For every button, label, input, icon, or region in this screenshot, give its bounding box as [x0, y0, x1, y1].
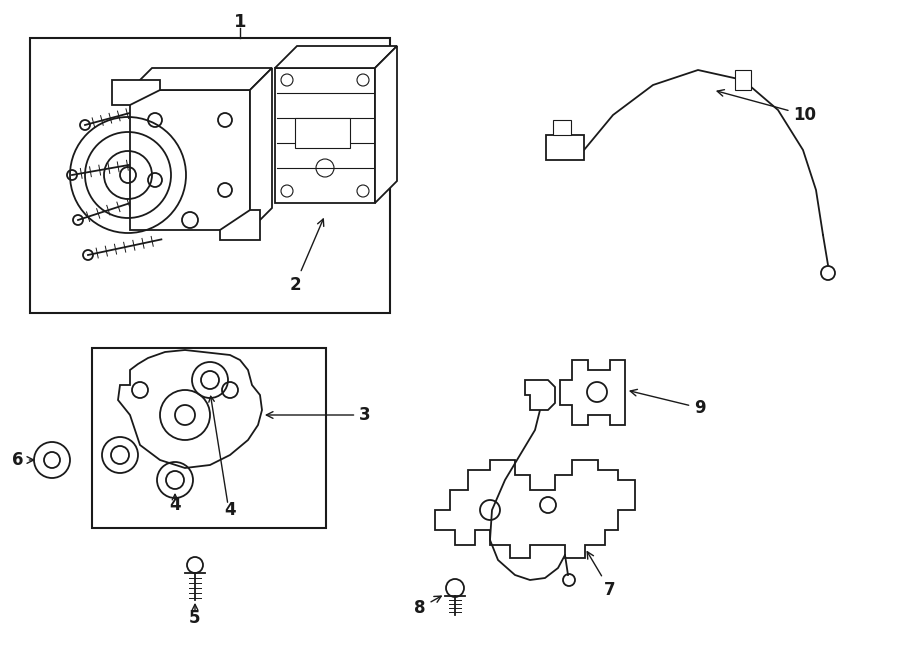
- Bar: [130, 90, 250, 230]
- Polygon shape: [560, 360, 625, 425]
- Polygon shape: [112, 80, 160, 105]
- Text: 9: 9: [630, 389, 706, 417]
- Bar: [295, 118, 350, 148]
- Text: 3: 3: [266, 406, 371, 424]
- Polygon shape: [220, 210, 260, 240]
- Text: 4: 4: [169, 496, 181, 514]
- Text: 6: 6: [13, 451, 33, 469]
- Text: 7: 7: [587, 552, 616, 599]
- Polygon shape: [435, 460, 635, 558]
- Bar: [30, 38, 390, 313]
- Polygon shape: [275, 46, 397, 68]
- Bar: [546, 135, 584, 160]
- Polygon shape: [130, 68, 272, 90]
- Bar: [92, 348, 326, 528]
- Text: 5: 5: [189, 609, 201, 627]
- Text: 2: 2: [289, 219, 324, 294]
- Text: 8: 8: [414, 596, 441, 617]
- Polygon shape: [118, 350, 262, 468]
- Polygon shape: [250, 68, 272, 230]
- Text: 1: 1: [234, 13, 247, 31]
- Polygon shape: [375, 46, 397, 203]
- Text: 4: 4: [224, 501, 236, 519]
- Polygon shape: [525, 380, 555, 410]
- Bar: [275, 68, 375, 203]
- Bar: [735, 70, 751, 90]
- Text: 10: 10: [717, 90, 816, 124]
- Bar: [553, 120, 571, 135]
